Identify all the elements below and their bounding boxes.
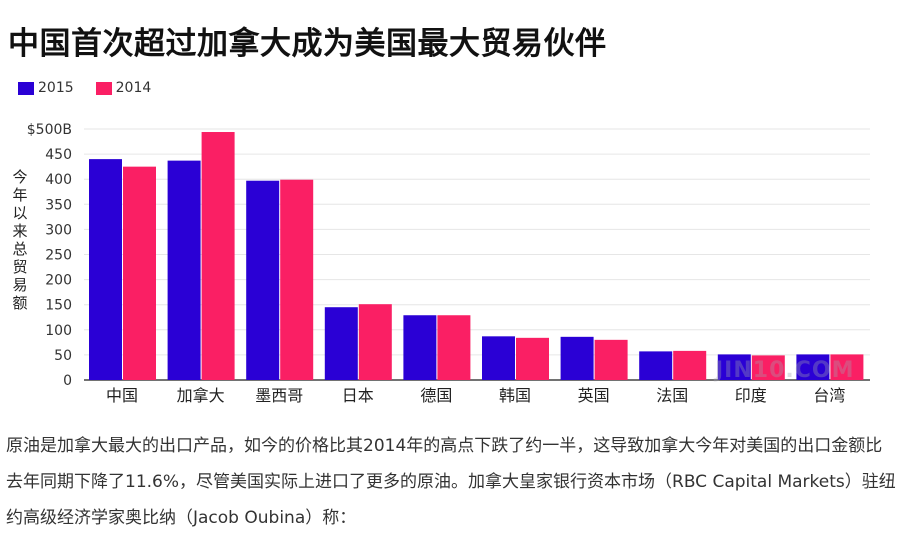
- y-tick-label: $500B: [27, 122, 72, 138]
- y-axis-label: 今年以来总贸易额: [12, 168, 28, 312]
- bar-2015-3: [324, 307, 358, 380]
- x-tick-label: 德国: [420, 386, 452, 405]
- bar-2014-3: [358, 304, 392, 380]
- bar-2014-0: [123, 166, 156, 380]
- bar-2014-9: [830, 354, 864, 380]
- bar-2014-7: [673, 350, 707, 380]
- bar-2015-5: [482, 336, 515, 380]
- x-tick-label: 墨西哥: [255, 386, 303, 405]
- x-tick-label: 日本: [342, 386, 374, 405]
- legend-item-2014: 2014: [95, 80, 152, 96]
- y-tick-label: 150: [45, 298, 72, 314]
- bar-2014-5: [516, 337, 549, 380]
- y-tick-label: 350: [45, 197, 72, 213]
- watermark: JIN10.COM: [715, 358, 855, 383]
- bar-2014-4: [437, 315, 471, 380]
- y-tick-label: 400: [45, 172, 72, 188]
- legend-swatch-2015: [18, 81, 34, 95]
- y-tick-label: 250: [45, 248, 72, 264]
- legend-label-2015: 2015: [38, 80, 74, 96]
- bar-2014-2: [280, 179, 314, 380]
- y-tick-label: 50: [54, 348, 72, 364]
- legend-label-2014: 2014: [115, 80, 152, 96]
- bar-2015-2: [246, 180, 280, 380]
- bar-2015-7: [639, 351, 673, 380]
- x-tick-label: 韩国: [499, 386, 531, 405]
- bar-2015-9: [796, 354, 830, 380]
- x-tick-label: 台湾: [813, 386, 845, 405]
- legend: 2015 2014: [18, 80, 151, 96]
- bar-2015-6: [560, 336, 594, 380]
- chart-title: 中国首次超过加拿大成为美国最大贸易伙伴: [8, 26, 607, 62]
- bar-chart: 0 50 100 150 200 250 300 350 400 450 $500B 中国 加拿大 墨西哥…: [27, 122, 870, 405]
- y-tick-label: 0: [63, 373, 72, 389]
- bar-2014-6: [594, 339, 628, 380]
- x-tick-label: 英国: [578, 386, 610, 405]
- x-tick-label: 印度: [735, 386, 767, 405]
- bar-2015-8: [717, 354, 751, 380]
- legend-item-2015: 2015: [18, 80, 74, 96]
- y-tick-label: 100: [45, 323, 72, 339]
- y-tick-label: 200: [45, 273, 72, 289]
- bar-2015-1: [167, 160, 201, 380]
- legend-swatch-2014: [95, 81, 112, 95]
- y-tick-label: 300: [45, 222, 72, 238]
- x-tick-label: 加拿大: [177, 386, 225, 405]
- x-tick-label: 法国: [656, 386, 688, 405]
- y-tick-label: 450: [45, 147, 72, 163]
- bar-2014-8: [751, 355, 785, 380]
- bar-2015-4: [403, 315, 437, 380]
- bar-2015-0: [89, 159, 122, 380]
- x-tick-label: 中国: [106, 386, 138, 405]
- bar-2014-1: [201, 132, 235, 380]
- caption-text: 原油是加拿大最大的出口产品，如今的价格比其2014年的高点下跌了约一半，这导致加…: [6, 436, 896, 528]
